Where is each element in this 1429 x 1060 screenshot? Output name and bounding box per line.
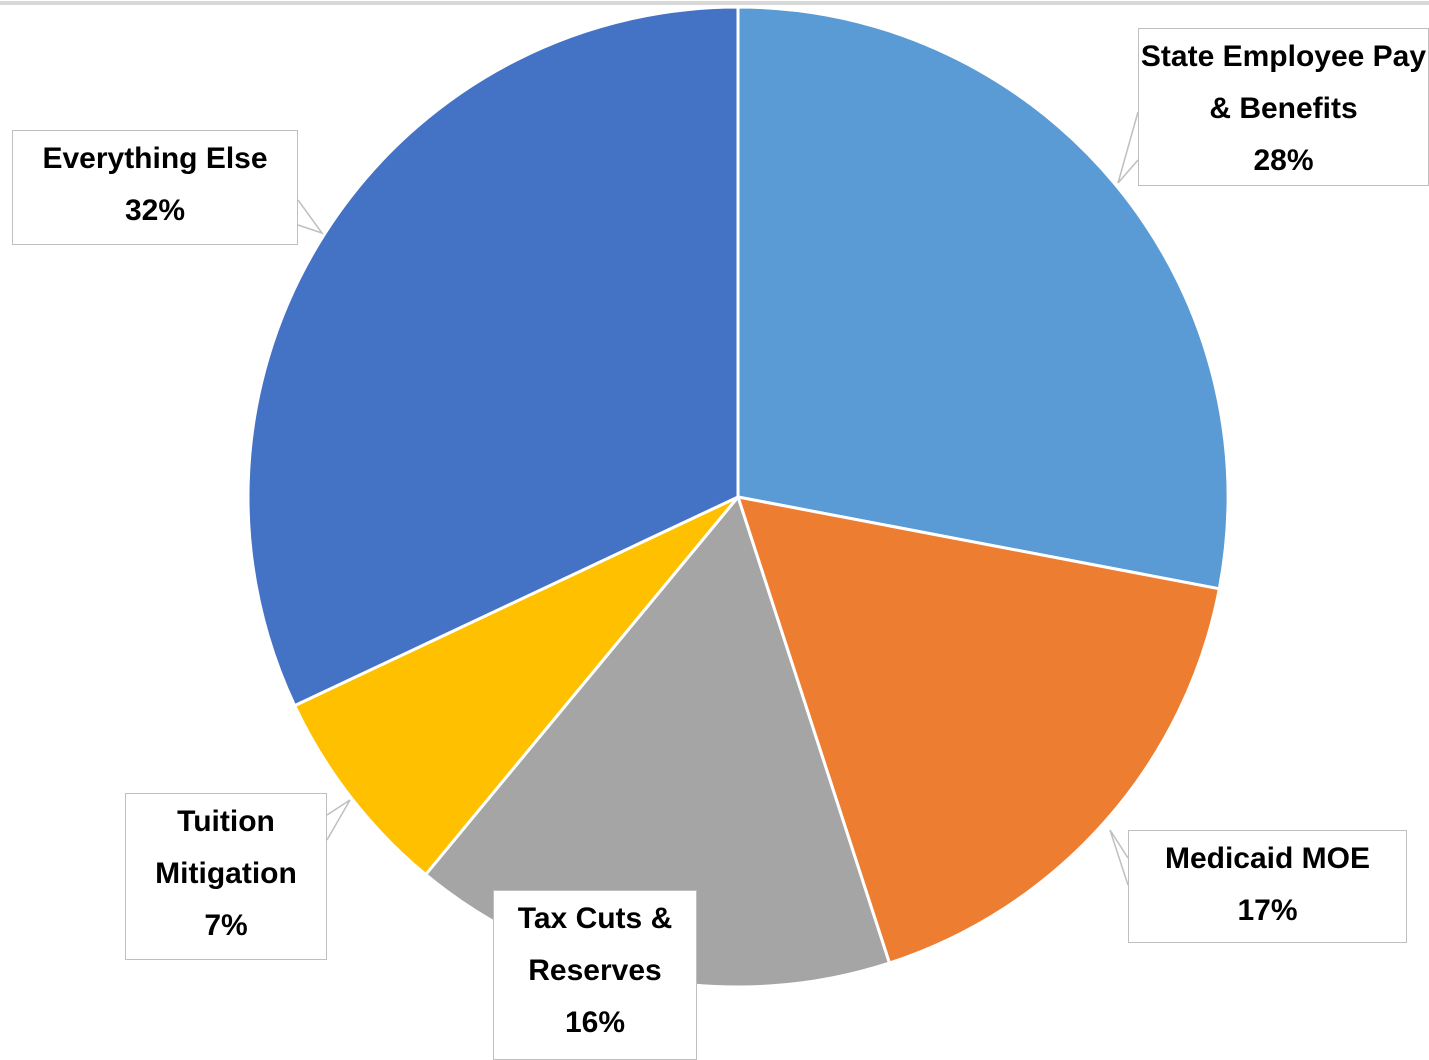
pie-slice bbox=[735, 495, 1222, 965]
leader-line bbox=[1117, 111, 1139, 184]
leader-line bbox=[1109, 829, 1129, 886]
pie-slice bbox=[292, 495, 740, 877]
leaders bbox=[297, 111, 1139, 886]
slice-value-label: 28% bbox=[1253, 144, 1314, 177]
slice-label: State Employee Pay & Benefits bbox=[1140, 40, 1427, 125]
slice-value-label: 17% bbox=[1237, 894, 1298, 927]
slice-value-label: 7% bbox=[204, 909, 248, 942]
slice-value-label: 16% bbox=[564, 1006, 626, 1039]
callout: Tuition Mitigation 7% bbox=[125, 793, 327, 960]
leader-line bbox=[297, 199, 324, 235]
callout: Everything Else 32% bbox=[12, 130, 298, 245]
slice-label: Medicaid MOE bbox=[1164, 842, 1371, 875]
slice-label: Tax Cuts & Reserves bbox=[517, 902, 673, 987]
slice-label: Tuition Mitigation bbox=[155, 805, 297, 890]
pie-slice bbox=[246, 5, 740, 708]
callout: State Employee Pay & Benefits 28% bbox=[1138, 28, 1429, 186]
pie bbox=[246, 5, 1230, 989]
slice-value-label: 32% bbox=[124, 194, 186, 227]
pie-slice bbox=[736, 5, 1230, 591]
callout: Tax Cuts & Reserves 16% bbox=[493, 890, 697, 1060]
slice-label: Everything Else bbox=[42, 142, 268, 175]
callout: Medicaid MOE 17% bbox=[1128, 830, 1407, 943]
leader-line bbox=[326, 799, 351, 841]
